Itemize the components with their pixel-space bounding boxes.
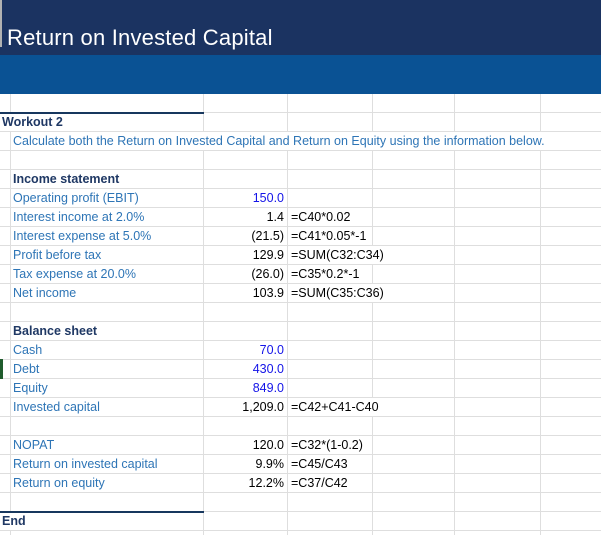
cell-value[interactable]: 129.9 — [204, 246, 287, 264]
cell-label[interactable]: Return on equity — [13, 474, 110, 492]
sheet-row[interactable]: Balance sheet — [0, 322, 601, 341]
gridline-vertical — [10, 94, 11, 535]
cell-formula[interactable]: =C32*(1-0.2) — [289, 436, 367, 454]
sheet-row[interactable] — [0, 151, 601, 170]
cell-label[interactable]: Profit before tax — [13, 246, 107, 264]
cell-value[interactable]: (26.0) — [204, 265, 287, 283]
gridline-vertical — [540, 94, 541, 535]
cell-label[interactable]: Debt — [13, 360, 45, 378]
sheet-row[interactable]: End — [0, 511, 601, 531]
cell-label[interactable]: Invested capital — [13, 398, 105, 416]
cell-formula[interactable]: =C41*0.05*-1 — [289, 227, 371, 245]
cell-value[interactable]: 1.4 — [204, 208, 287, 226]
sheet-row[interactable] — [0, 417, 601, 436]
sheet-row[interactable]: Return on equity 12.2% =C37/C42 — [0, 474, 601, 493]
sheet-row[interactable]: Invested capital 1,209.0 =C42+C41-C40 — [0, 398, 601, 417]
cell-formula[interactable]: =SUM(C32:C34) — [289, 246, 388, 264]
cell-formula[interactable]: =SUM(C35:C36) — [289, 284, 388, 302]
cell-value[interactable]: 70.0 — [204, 341, 287, 359]
sheet-row[interactable]: Net income 103.9 =SUM(C35:C36) — [0, 284, 601, 303]
title-banner: Return on Invested Capital — [0, 0, 601, 55]
sheet-row[interactable]: Cash 70.0 — [0, 341, 601, 360]
sheet-row[interactable]: Equity 849.0 — [0, 379, 601, 398]
sheet-row[interactable] — [0, 94, 601, 113]
cell-label[interactable]: Interest income at 2.0% — [13, 208, 150, 226]
cell-value[interactable]: 103.9 — [204, 284, 287, 302]
cell-label[interactable]: Tax expense at 20.0% — [13, 265, 141, 283]
cell-value[interactable]: 120.0 — [204, 436, 287, 454]
section-top-border — [0, 511, 204, 513]
sheet-row[interactable] — [0, 303, 601, 322]
green-row-marker — [0, 359, 3, 379]
sheet-row[interactable]: Profit before tax 129.9 =SUM(C32:C34) — [0, 246, 601, 265]
cell-label[interactable]: Equity — [13, 379, 53, 397]
sheet-row[interactable]: NOPAT 120.0 =C32*(1-0.2) — [0, 436, 601, 455]
cell-formula[interactable]: =C45/C43 — [289, 455, 352, 473]
window-edge — [0, 0, 2, 47]
sheet-row[interactable]: Calculate both the Return on Invested Ca… — [0, 132, 601, 151]
sheet-row[interactable]: Return on invested capital 9.9% =C45/C43 — [0, 455, 601, 474]
cell-label[interactable]: NOPAT — [13, 436, 60, 454]
sheet-row[interactable] — [0, 493, 601, 512]
cell-value[interactable]: 12.2% — [204, 474, 287, 492]
cell-formula[interactable]: =C42+C41-C40 — [289, 398, 383, 416]
sheet-row[interactable]: Interest expense at 5.0% (21.5) =C41*0.05*… — [0, 227, 601, 246]
page-title: Return on Invested Capital — [7, 25, 273, 50]
cell-label[interactable]: Income statement — [13, 170, 125, 188]
gridline-vertical — [287, 94, 288, 535]
cell-formula[interactable]: =C37/C42 — [289, 474, 352, 492]
cell-value[interactable]: 849.0 — [204, 379, 287, 397]
gridline-vertical — [372, 94, 373, 535]
cell-label[interactable]: Return on invested capital — [13, 455, 163, 473]
sheet-row[interactable]: Debt 430.0 — [0, 359, 601, 379]
header-accent-band — [0, 55, 601, 94]
cell-formula[interactable]: =C35*0.2*-1 — [289, 265, 364, 283]
cell-value[interactable]: 9.9% — [204, 455, 287, 473]
cell-label[interactable]: End — [2, 512, 31, 530]
section-top-border — [0, 112, 204, 114]
cell-formula[interactable]: =C40*0.02 — [289, 208, 355, 226]
cell-label[interactable]: Calculate both the Return on Invested Ca… — [13, 132, 550, 150]
cell-label[interactable]: Cash — [13, 341, 48, 359]
sheet-row[interactable]: Tax expense at 20.0% (26.0) =C35*0.2*-1 — [0, 265, 601, 284]
gridline-vertical — [454, 94, 455, 535]
sheet-row[interactable] — [0, 531, 601, 535]
cell-value[interactable]: 150.0 — [204, 189, 287, 207]
cell-label[interactable]: Operating profit (EBIT) — [13, 189, 144, 207]
cell-value[interactable]: 1,209.0 — [204, 398, 287, 416]
gridline-vertical — [203, 94, 204, 535]
sheet-row[interactable]: Workout 2 — [0, 112, 601, 132]
worksheet-grid: Workout 2 Calculate both the Return on In… — [0, 94, 601, 535]
cell-value[interactable]: 430.0 — [204, 360, 287, 378]
sheet-row[interactable]: Operating profit (EBIT) 150.0 — [0, 189, 601, 208]
cell-label[interactable]: Interest expense at 5.0% — [13, 227, 157, 245]
sheet-row[interactable]: Income statement — [0, 170, 601, 189]
cell-value[interactable]: (21.5) — [204, 227, 287, 245]
cell-label[interactable]: Balance sheet — [13, 322, 103, 340]
sheet-row[interactable]: Interest income at 2.0% 1.4 =C40*0.02 — [0, 208, 601, 227]
sheet-rows: Workout 2 Calculate both the Return on In… — [0, 94, 601, 535]
cell-label[interactable]: Workout 2 — [2, 113, 68, 131]
cell-label[interactable]: Net income — [13, 284, 82, 302]
